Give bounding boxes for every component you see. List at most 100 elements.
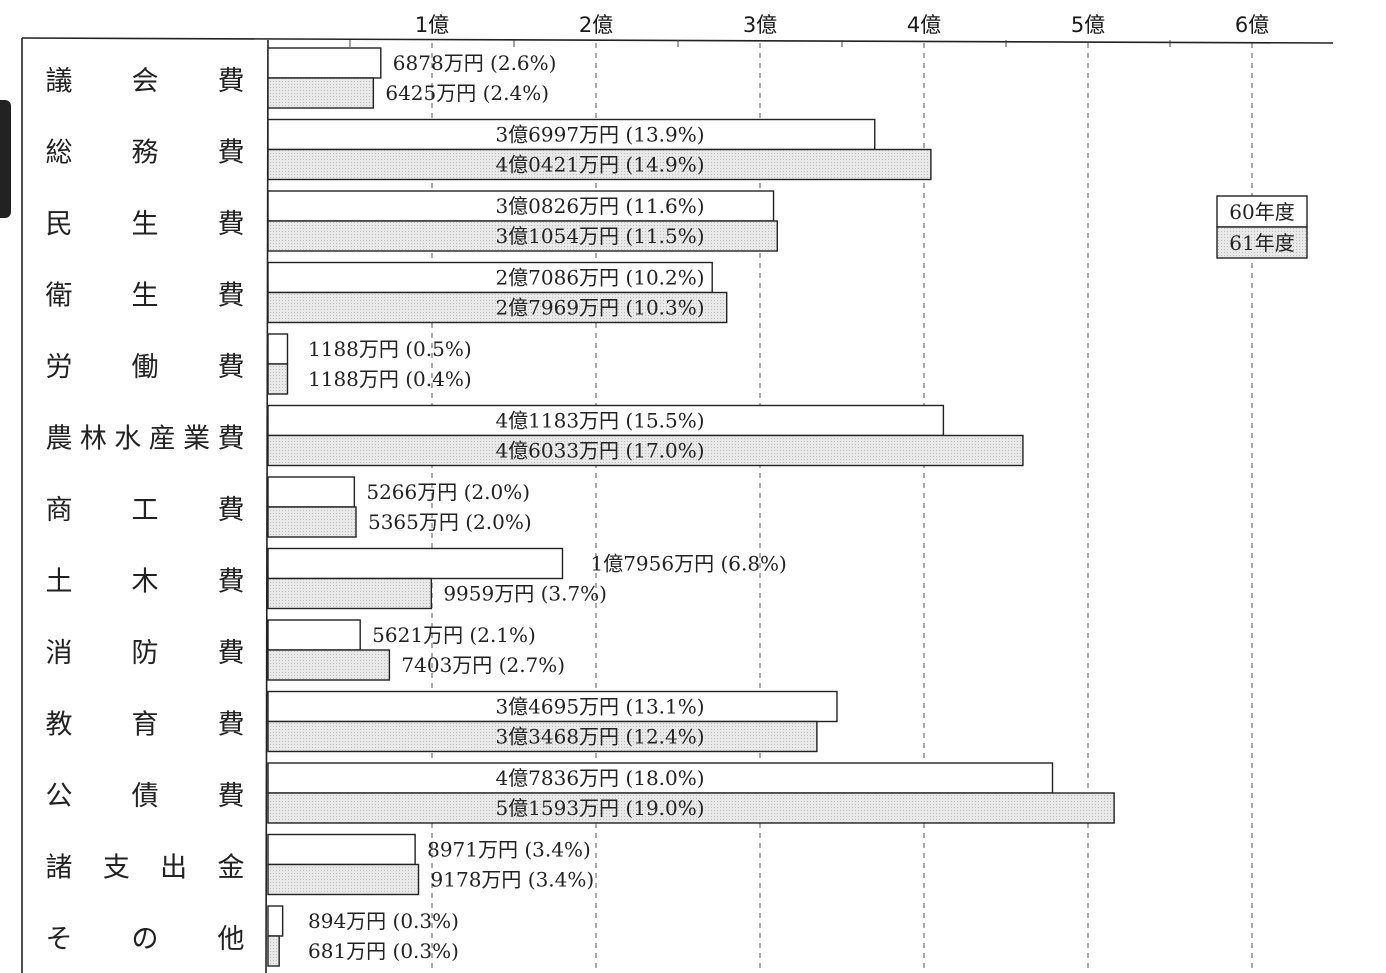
category-label-12-char-4: 金 — [218, 853, 245, 884]
category-label-6-char-2: 林 — [80, 424, 107, 455]
bar-labels: 6878万円 (2.6%) 3億6997万円 (13.9%) 3億0826万円 (1… — [308, 51, 787, 963]
page-tab-marker — [0, 100, 11, 218]
bar-label-60-2: 3億6997万円 (13.9%) — [495, 123, 704, 147]
bar-60-9 — [267, 619, 361, 651]
category-label-6-char-3: 水 — [114, 424, 141, 455]
bar-61-9 — [267, 649, 391, 681]
category-label-9-char-1: 消 — [46, 638, 73, 669]
x-tick-label-2: 2億 — [579, 13, 613, 37]
category-label-2-char-2: 務 — [132, 138, 159, 169]
bar-61-1 — [267, 77, 375, 109]
category-label-2-char-3: 費 — [218, 138, 245, 169]
x-tick-label-4: 4億 — [907, 13, 941, 37]
bar-61-12 — [267, 863, 420, 896]
category-label-13-char-2: の — [132, 924, 159, 955]
bar-60-4 — [267, 261, 713, 294]
bar-label-60-13: 894万円 (0.3%) — [308, 909, 459, 933]
category-label-8-char-1: 土 — [46, 567, 73, 598]
bar-label-61-10: 3億3468万円 (12.4%) — [495, 725, 704, 749]
legend: 60年度 61年度 — [1216, 195, 1308, 259]
category-label-4-char-2: 生 — [132, 281, 159, 312]
category-label-2-char-1: 総 — [46, 138, 73, 169]
bar-61-11 — [267, 792, 1115, 824]
bar-60-13 — [267, 905, 284, 937]
bar-label-60-7: 5266万円 (2.0%) — [366, 480, 530, 504]
x-tick-label-5: 5億 — [1071, 13, 1105, 37]
x-tick-label-6: 6億 — [1235, 13, 1269, 37]
category-label-8-char-3: 費 — [218, 567, 245, 598]
bar-label-61-8: 9959万円 (3.7%) — [443, 582, 607, 606]
bar-label-60-6: 4億1183万円 (15.5%) — [495, 409, 704, 433]
bar-label-61-2: 4億0421万円 (14.9%) — [495, 153, 704, 177]
bar-61-10 — [267, 720, 818, 753]
bar-label-60-10: 3億4695万円 (13.1%) — [495, 695, 704, 719]
bar-60-5 — [267, 333, 289, 365]
x-tick-label-3: 3億 — [743, 13, 777, 37]
bar-60-1 — [267, 47, 382, 79]
bar-label-61-5: 1188万円 (0.4%) — [308, 367, 472, 391]
bar-60-12 — [267, 833, 416, 866]
bar-label-60-11: 4億7836万円 (18.0%) — [495, 766, 704, 790]
x-axis-ticks: 1億 2億 3億 4億 5億 6億 — [349, 13, 1269, 47]
bar-61-5 — [267, 363, 289, 395]
bar-61-4 — [267, 291, 728, 324]
category-label-3-char-3: 費 — [218, 209, 245, 240]
category-label-10-char-2: 育 — [132, 710, 159, 741]
category-label-7-char-2: 工 — [132, 495, 159, 526]
bar-label-60-9: 5621万円 (2.1%) — [372, 623, 536, 647]
bar-61-3 — [267, 220, 778, 252]
category-label-6-char-1: 農 — [46, 424, 73, 455]
bar-60-2 — [267, 118, 876, 151]
bar-label-61-1: 6425万円 (2.4%) — [385, 81, 549, 105]
legend-label-1: 60年度 — [1229, 200, 1294, 224]
bar-label-61-11: 5億1593万円 (19.0%) — [495, 796, 704, 820]
category-label-5-char-3: 費 — [218, 352, 245, 383]
category-label-12-char-3: 出 — [160, 853, 187, 884]
bar-label-60-1: 6878万円 (2.6%) — [393, 51, 557, 75]
bar-61-7 — [267, 506, 357, 538]
legend-swatch-1 — [1216, 195, 1308, 228]
category-label-4-char-1: 衛 — [46, 281, 73, 312]
category-label-13-char-3: 他 — [218, 924, 245, 955]
bar-61-2 — [267, 148, 932, 181]
category-label-12-char-2: 支 — [103, 853, 130, 884]
category-label-6-char-6: 費 — [218, 424, 245, 455]
category-label-6-char-5: 業 — [183, 424, 210, 455]
category-label-6-char-4: 産 — [149, 424, 176, 455]
category-labels: 議会費総務費民生費衛生費労働費農林水産業費商工費土木費消防費教育費公債費諸支出金… — [46, 66, 245, 955]
category-label-11-char-2: 債 — [132, 781, 159, 812]
bar-label-61-3: 3億1054万円 (11.5%) — [495, 224, 704, 248]
legend-swatch-2 — [1216, 226, 1308, 259]
category-label-10-char-3: 費 — [218, 710, 245, 741]
bars — [267, 47, 1115, 967]
bar-61-6 — [267, 434, 1024, 467]
category-label-7-char-1: 商 — [46, 495, 73, 526]
bar-60-10 — [267, 690, 838, 723]
category-label-5-char-2: 働 — [132, 352, 159, 383]
bar-label-61-12: 9178万円 (3.4%) — [431, 868, 595, 892]
category-label-11-char-3: 費 — [218, 781, 245, 812]
bar-label-61-4: 2億7969万円 (10.3%) — [495, 296, 704, 320]
bar-label-61-13: 681万円 (0.3%) — [308, 939, 459, 963]
category-label-10-char-1: 教 — [46, 710, 73, 741]
bar-label-61-9: 7403万円 (2.7%) — [401, 653, 565, 677]
bar-label-60-5: 1188万円 (0.5%) — [308, 337, 472, 361]
bar-label-60-8: 1億7956万円 (6.8%) — [590, 552, 786, 576]
bar-60-11 — [267, 762, 1054, 794]
category-label-3-char-2: 生 — [132, 209, 159, 240]
category-label-1-char-1: 議 — [46, 66, 73, 97]
gridlines — [431, 43, 1253, 973]
category-label-12-char-1: 諸 — [46, 853, 73, 884]
bar-label-61-6: 4億6033万円 (17.0%) — [495, 439, 704, 463]
bar-61-13 — [267, 935, 280, 967]
bar-60-3 — [267, 190, 775, 222]
category-label-11-char-1: 公 — [46, 781, 73, 812]
category-label-7-char-3: 費 — [218, 495, 245, 526]
category-label-1-char-3: 費 — [218, 66, 245, 97]
category-label-1-char-2: 会 — [132, 66, 159, 97]
category-label-8-char-2: 木 — [132, 567, 159, 598]
bar-61-8 — [267, 577, 433, 610]
category-label-9-char-3: 費 — [218, 638, 245, 669]
bar-60-8 — [267, 547, 564, 580]
